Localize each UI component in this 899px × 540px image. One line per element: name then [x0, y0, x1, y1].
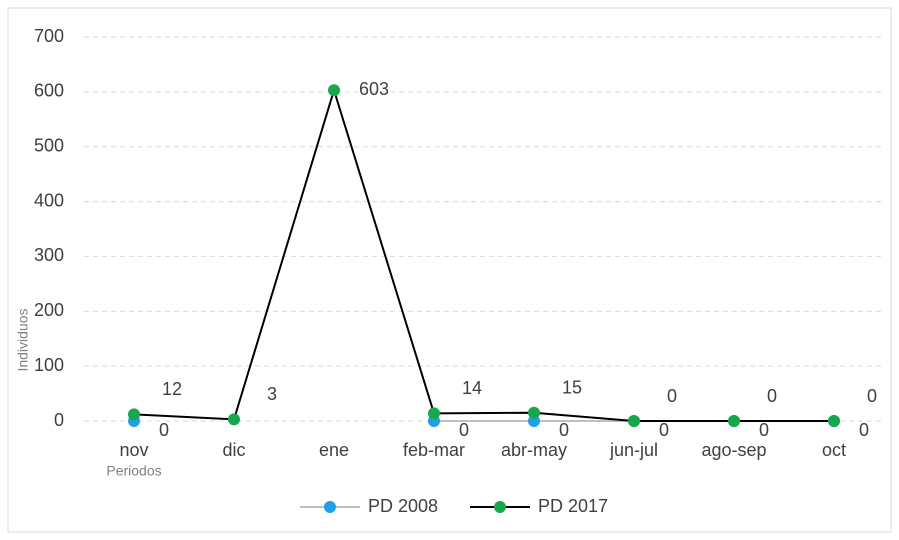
y-tick-label: 100 [34, 355, 64, 375]
data-label: 0 [667, 386, 677, 406]
data-label: 0 [559, 420, 569, 440]
y-tick-label: 400 [34, 190, 64, 210]
y-tick-label: 200 [34, 300, 64, 320]
series-line [133, 86, 834, 422]
data-label: 3 [267, 384, 277, 404]
data-point [528, 415, 540, 427]
data-point [528, 406, 540, 419]
data-label: 0 [159, 420, 169, 440]
data-label: 0 [859, 420, 869, 440]
y-tick-label: 0 [54, 410, 64, 430]
y-tick-label: 300 [34, 245, 64, 265]
data-label: 14 [462, 378, 482, 398]
y-tick-label: 700 [34, 26, 64, 46]
x-tick-label: ago-sep [701, 440, 766, 460]
data-label: 0 [867, 386, 877, 406]
data-point [728, 415, 740, 427]
chart-frame [7, 7, 892, 533]
x-tick-label: oct [822, 440, 846, 460]
x-axis-title: Periodos [106, 463, 161, 479]
y-tick-label: 500 [34, 135, 64, 155]
legend-marker [494, 501, 506, 513]
data-label: 603 [359, 79, 389, 99]
y-tick-label: 600 [34, 81, 64, 101]
data-label: 0 [767, 386, 777, 406]
data-label: 0 [759, 420, 769, 440]
data-point [828, 415, 840, 427]
legend-label: PD 2017 [538, 496, 608, 516]
x-tick-label: dic [222, 440, 245, 460]
data-label: 15 [562, 378, 582, 398]
x-tick-label: ene [319, 440, 349, 460]
y-axis-title: Individuos [15, 308, 31, 371]
data-label: 12 [162, 379, 182, 399]
data-point [128, 408, 140, 421]
x-tick-label: nov [119, 440, 148, 460]
data-point [328, 84, 340, 97]
data-point [228, 413, 240, 426]
data-point [628, 415, 640, 427]
legend-marker [324, 501, 336, 513]
data-point [428, 407, 440, 420]
legend-label: PD 2008 [368, 496, 438, 516]
data-label: 0 [459, 420, 469, 440]
x-tick-label: feb-mar [403, 440, 465, 460]
x-tick-label: jun-jul [609, 440, 658, 460]
x-tick-label: abr-may [501, 440, 567, 460]
data-label: 0 [659, 420, 669, 440]
